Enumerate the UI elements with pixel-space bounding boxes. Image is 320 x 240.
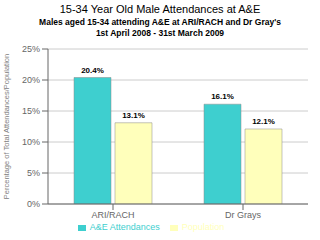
svg-text:15%: 15% <box>22 106 40 116</box>
svg-text:10%: 10% <box>22 137 40 147</box>
svg-text:20%: 20% <box>22 75 40 85</box>
svg-text:12.1%: 12.1% <box>252 117 275 126</box>
svg-text:25%: 25% <box>22 44 40 54</box>
svg-text:0%: 0% <box>27 199 40 209</box>
svg-text:20.4%: 20.4% <box>81 66 104 75</box>
html-text:1st April 2008 - 31st March 20: 1st April 2008 - 31st March 2009 <box>95 28 225 38</box>
svg-text:ARI/RACH: ARI/RACH <box>91 210 134 220</box>
svg-text:13.1%: 13.1% <box>122 111 145 120</box>
html-text:Males aged 15-34 attending A&E: Males aged 15-34 attending A&E at ARI/RA… <box>39 17 281 27</box>
svg-text:5%: 5% <box>27 168 40 178</box>
html-text:Population: Population <box>181 222 225 232</box>
svg-text:16.1%: 16.1% <box>211 92 234 101</box>
html-text:A&E Attendances: A&E Attendances <box>89 222 160 232</box>
html-text:15-34 Year Old Male Attendance: 15-34 Year Old Male Attendances at A&E <box>59 3 261 15</box>
svg-text:Dr Grays: Dr Grays <box>225 210 262 220</box>
svg-text:Percentage of Total Attendance: Percentage of Total Attendances/Populati… <box>8 54 11 199</box>
